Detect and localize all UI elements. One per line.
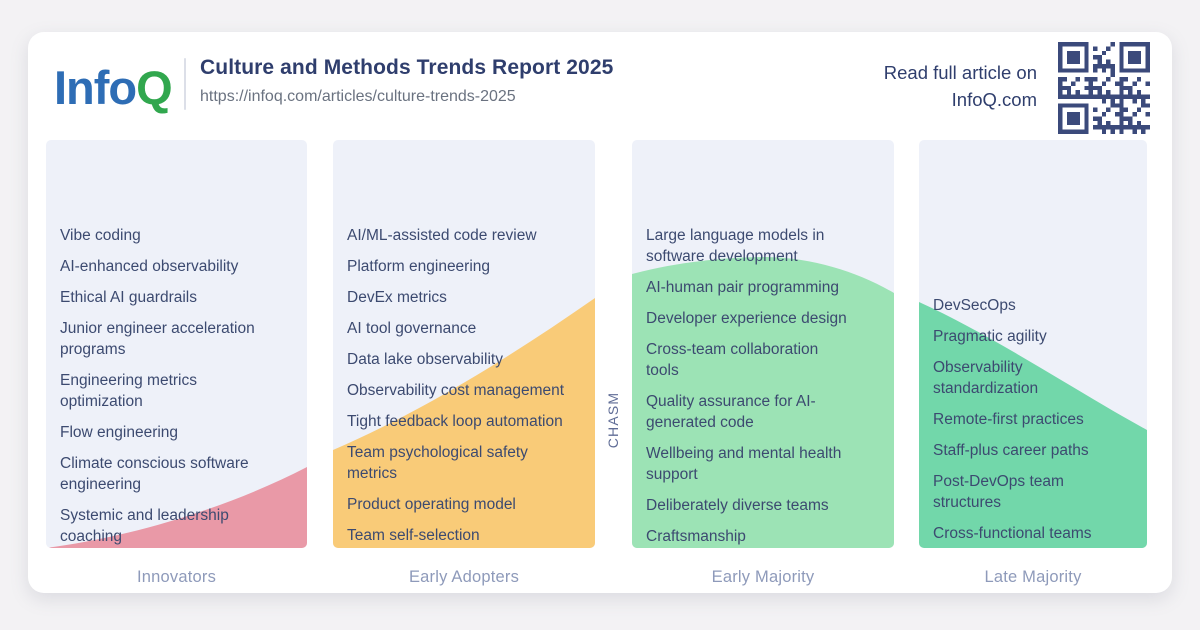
trend-item: DevSecOps: [933, 297, 1016, 314]
trend-item: Observability cost management: [347, 382, 565, 399]
trend-item: Team self-selection: [347, 527, 480, 544]
trend-item: Cross-functional teams: [933, 525, 1092, 542]
trend-list-innovators: Vibe coding AI-enhanced observability Ethi…: [60, 225, 297, 548]
trend-item: AI-human pair programming: [646, 279, 839, 296]
curve-segment-light-green: [632, 257, 894, 548]
article-url: https://infoq.com/articles/culture-trend…: [200, 88, 516, 105]
trend-item: Flow engineering: [60, 424, 179, 441]
trend-item: Quality assurance for AI- generated code: [646, 393, 816, 431]
trend-item: Platform engineering: [347, 258, 491, 275]
column-late-majority: DevSecOps Pragmatic agility Observability …: [919, 140, 1147, 548]
report-card: InfoQ Culture and Methods Trends Report …: [28, 32, 1172, 593]
trend-item: Vibe coding: [60, 227, 141, 244]
trend-item: Staff-plus career paths: [933, 442, 1089, 459]
trend-item: Junior engineer acceleration programs: [60, 320, 255, 358]
adoption-curve-innovators: [46, 467, 307, 548]
trend-list-early-adopters: AI/ML-assisted code review Platform engin…: [347, 225, 585, 548]
curve-segment-teal: [919, 302, 1147, 548]
logo-text-q: Q: [136, 61, 173, 114]
column-early-majority: Large language models in software develo…: [632, 140, 894, 548]
trend-item: Wellbeing and mental health support: [646, 445, 842, 483]
trend-item: AI/ML-assisted code review: [347, 227, 537, 244]
trend-item: Product operating model: [347, 496, 516, 513]
column-label-early-adopters: Early Adopters: [408, 568, 520, 586]
column-label-early-majority: Early Majority: [711, 568, 815, 586]
trend-item: Data lake observability: [347, 351, 503, 368]
trend-item: Engineering metrics optimization: [60, 372, 197, 410]
trend-item: Remote-first practices: [933, 411, 1084, 428]
trend-item: Developer experience design: [646, 310, 847, 327]
column-label-innovators: Innovators: [136, 568, 217, 586]
trend-item: Cross-team collaboration tools: [646, 341, 819, 379]
trend-item: Team psychological safety metrics: [347, 444, 528, 482]
header-divider: [184, 58, 186, 110]
logo-text-info: Info: [54, 61, 137, 114]
adoption-curve-late-majority: [919, 302, 1147, 548]
adoption-curve-early-adopters: [333, 298, 595, 548]
trend-list-late-majority: DevSecOps Pragmatic agility Observability …: [933, 295, 1137, 548]
curve-segment-orange: [333, 298, 595, 548]
trend-item: Post-DevOps team structures: [933, 473, 1064, 511]
trend-item: Systemic and leadership coaching: [60, 507, 229, 545]
read-article-text: Read full article on InfoQ.com: [883, 62, 1037, 110]
qr-code: [1058, 42, 1150, 134]
title-block: Culture and Methods Trends Report 2025 h…: [200, 56, 613, 106]
trend-item: Craftsmanship: [646, 528, 746, 545]
column-early-adopters: AI/ML-assisted code review Platform engin…: [333, 140, 595, 548]
adoption-curve-early-majority: [632, 257, 894, 548]
qr-code-icon: [1058, 42, 1150, 134]
trend-item: Tight feedback loop automation: [347, 413, 563, 430]
trend-item: AI tool governance: [347, 320, 477, 337]
trend-item: Pragmatic agility: [933, 328, 1047, 345]
column-label-late-majority: Late Majority: [984, 568, 1082, 586]
column-innovators: Vibe coding AI-enhanced observability Ethi…: [46, 140, 307, 548]
trend-item: Deliberately diverse teams: [646, 497, 829, 514]
chasm-label: CHASM: [605, 391, 621, 449]
curve-segment-pink: [46, 467, 307, 548]
infoq-logo: InfoQ: [54, 61, 173, 118]
trend-item: DevEx metrics: [347, 289, 447, 306]
trend-item: Climate conscious software engineering: [60, 455, 249, 493]
trend-item: AI-enhanced observability: [60, 258, 239, 275]
trend-item: Observability standardization: [933, 359, 1039, 397]
trend-item: Large language models in software develo…: [646, 227, 825, 265]
trend-list-early-majority: Large language models in software develo…: [646, 225, 884, 548]
page-title: Culture and Methods Trends Report 2025: [200, 56, 614, 79]
trend-item: Ethical AI guardrails: [60, 289, 197, 306]
